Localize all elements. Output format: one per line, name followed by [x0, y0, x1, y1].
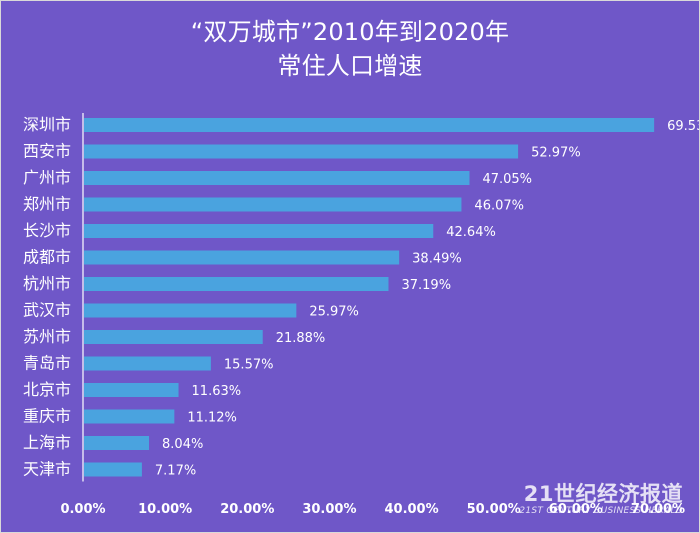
category-label-5: 长沙市	[23, 221, 71, 240]
value-label-14: 7.17%	[155, 464, 196, 479]
bar-3	[84, 171, 470, 185]
value-label-9: 21.88%	[276, 331, 326, 346]
value-label-13: 8.04%	[162, 437, 203, 452]
x-tick-label-4: 30.00%	[302, 502, 356, 517]
value-label-4: 46.07%	[474, 199, 524, 214]
watermark-chinese: 21世纪经济报道	[523, 482, 683, 506]
watermark: 21世纪经济报道 21ST CENTURY BUSINESS HERALD	[519, 484, 683, 516]
category-label-9: 苏州市	[23, 327, 71, 346]
bar-2	[84, 144, 519, 159]
bar-5	[84, 224, 434, 238]
bar-11	[84, 383, 179, 397]
bar-10	[84, 356, 211, 371]
watermark-english: 21ST CENTURY BUSINESS HERALD	[519, 506, 683, 516]
category-label-14: 天津市	[23, 460, 71, 479]
value-label-5: 42.64%	[446, 225, 496, 240]
x-tick-label-5: 40.00%	[384, 502, 438, 517]
category-label-13: 上海市	[23, 433, 71, 452]
category-label-7: 杭州市	[23, 274, 71, 293]
x-tick-label-7: 60.00%	[549, 502, 603, 517]
value-label-10: 15.57%	[224, 358, 274, 373]
value-label-2: 52.97%	[531, 146, 581, 161]
bar-1	[84, 118, 655, 132]
category-label-2: 西安市	[23, 142, 71, 161]
value-label-6: 38.49%	[412, 252, 462, 267]
chart-title-line-2: 常住人口增速	[277, 52, 423, 80]
bar-7	[84, 277, 389, 291]
bar-13	[84, 436, 150, 450]
category-label-8: 武汉市	[23, 301, 71, 320]
bar-4	[84, 197, 462, 212]
value-label-11: 11.63%	[192, 384, 242, 399]
x-tick-label-3: 20.00%	[220, 502, 274, 517]
chart-title-line-1: “双万城市”2010年到2020年	[190, 18, 510, 46]
bar-12	[84, 409, 175, 424]
bar-9	[84, 330, 263, 344]
category-label-10: 青岛市	[23, 354, 71, 373]
bar-6	[84, 250, 400, 265]
category-label-11: 北京市	[23, 380, 71, 399]
x-tick-label-8: 70.00%	[631, 502, 685, 517]
chart-title: “双万城市”2010年到2020年 常住人口增速	[1, 15, 699, 83]
category-label-12: 重庆市	[23, 407, 71, 426]
value-label-7: 37.19%	[401, 278, 451, 293]
category-label-6: 成都市	[23, 248, 71, 267]
x-tick-label-1: 0.00%	[60, 502, 105, 517]
x-tick-label-2: 10.00%	[138, 502, 192, 517]
category-label-4: 郑州市	[23, 195, 71, 214]
x-tick-label-6: 50.00%	[467, 502, 521, 517]
value-label-12: 11.12%	[187, 411, 237, 426]
category-label-3: 广州市	[23, 168, 71, 187]
value-label-8: 25.97%	[309, 305, 359, 320]
value-label-3: 47.05%	[482, 172, 532, 187]
value-label-1: 69.53%	[667, 119, 699, 134]
category-label-1: 深圳市	[23, 115, 71, 134]
bar-8	[84, 303, 297, 318]
bar-14	[84, 462, 142, 477]
